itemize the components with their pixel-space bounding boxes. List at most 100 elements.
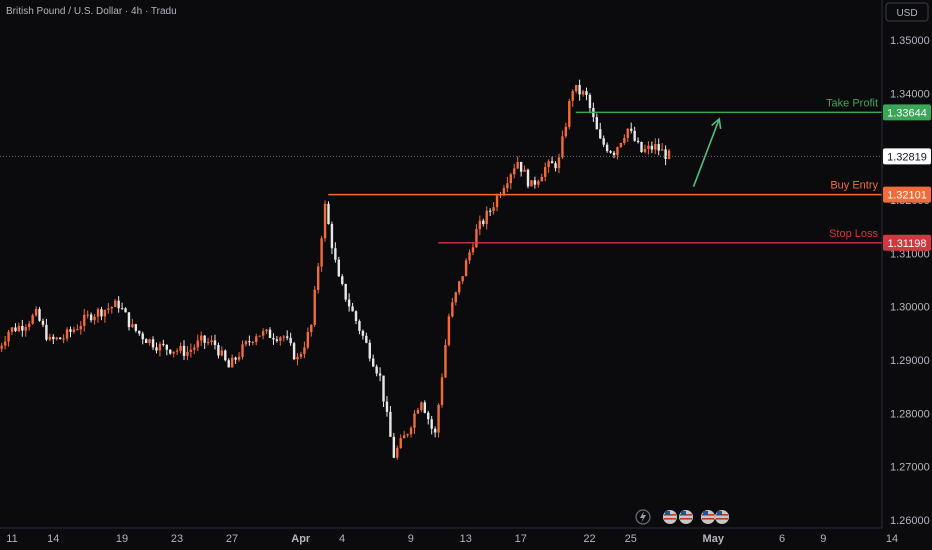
- candle-body: [306, 332, 310, 348]
- time-tick-label: 22: [583, 533, 595, 545]
- price-axis[interactable]: 1.350001.340001.320001.310001.300001.290…: [890, 35, 930, 527]
- time-tick-label: 23: [171, 533, 183, 545]
- candle-body: [585, 91, 588, 96]
- candle-body: [237, 356, 241, 360]
- candle-body: [155, 347, 158, 351]
- candle-body: [41, 320, 45, 325]
- candle-body: [399, 438, 402, 448]
- candle-body: [162, 343, 165, 345]
- candle-body: [623, 137, 626, 143]
- candle-body: [433, 428, 437, 433]
- price-tick-label: 1.28000: [890, 408, 930, 420]
- candle-body: [86, 314, 89, 316]
- candle-body: [440, 377, 444, 405]
- candle-body: [561, 136, 564, 158]
- candle-body: [437, 404, 440, 433]
- projection-arrow: [692, 117, 722, 187]
- candle-body: [203, 335, 206, 343]
- lightning-icon[interactable]: [635, 509, 651, 525]
- candle-body: [667, 150, 671, 159]
- candle-body: [392, 436, 396, 458]
- candle-body: [482, 220, 485, 224]
- candle-body: [478, 220, 482, 230]
- arrow-shaft: [692, 118, 720, 187]
- candle-body: [444, 344, 447, 378]
- candle-body: [554, 163, 557, 169]
- candle-body: [175, 350, 179, 352]
- candle-body: [227, 360, 230, 368]
- candle-body: [650, 145, 654, 150]
- candle-body: [17, 325, 21, 332]
- candle-body: [241, 344, 244, 357]
- us-flag-icon[interactable]: [663, 510, 677, 524]
- candle-body: [344, 284, 347, 300]
- time-axis[interactable]: 11 14 19 23 27 Apr 4 9 13 17 22 25 May 6 9 14: [6, 533, 898, 545]
- candle-body: [492, 207, 495, 211]
- candle-body: [323, 203, 327, 239]
- us-flag-icon[interactable]: [715, 510, 729, 524]
- candle-body: [224, 350, 227, 361]
- price-tick-label: 1.26000: [890, 515, 930, 527]
- candle-body: [447, 316, 451, 345]
- candle-body: [24, 327, 27, 331]
- candle-body: [571, 91, 574, 101]
- events-row[interactable]: [635, 509, 729, 525]
- time-tick-label: 13: [460, 533, 472, 545]
- candle-body: [265, 329, 268, 332]
- candle-body: [244, 341, 248, 345]
- candle-body: [165, 344, 169, 350]
- candle-body: [502, 188, 506, 195]
- level-lines[interactable]: Take Profit Buy Entry Stop Loss: [0, 97, 882, 244]
- candle-body: [626, 128, 629, 138]
- candle-body: [464, 260, 468, 277]
- candle-body: [506, 183, 509, 189]
- candle-body: [7, 331, 10, 342]
- candle-body: [144, 339, 148, 343]
- candle-body: [513, 168, 516, 175]
- candle-body: [454, 292, 457, 303]
- level-name: Buy Entry: [830, 180, 878, 192]
- candle-body: [409, 427, 413, 435]
- candle-body: [275, 339, 279, 341]
- level-name: Stop Loss: [829, 228, 878, 240]
- candle-body: [368, 342, 371, 359]
- time-tick-label: 25: [625, 533, 637, 545]
- candle-body: [141, 333, 144, 340]
- time-tick-label: 11: [6, 533, 17, 545]
- candle-body: [488, 210, 492, 212]
- candle-body: [0, 345, 3, 349]
- candle-body: [186, 351, 189, 356]
- candle-body: [182, 345, 186, 356]
- price-axis-panel[interactable]: [882, 0, 932, 550]
- currency-label: USD: [896, 8, 917, 19]
- us-flag-icon[interactable]: [701, 510, 715, 524]
- time-tick-label: 17: [515, 533, 527, 545]
- candle-body: [134, 324, 138, 331]
- candle-body: [21, 325, 24, 331]
- candle-body: [3, 341, 7, 346]
- candle-body: [282, 336, 285, 338]
- candle-body: [131, 324, 134, 328]
- candle-body: [58, 337, 62, 340]
- candle-body: [272, 337, 275, 340]
- candle-body: [100, 309, 103, 317]
- candle-body: [196, 340, 199, 348]
- candle-body: [337, 259, 341, 277]
- candle-body: [45, 324, 48, 340]
- candle-body: [169, 349, 172, 354]
- candle-body: [14, 327, 17, 332]
- candle-body: [31, 315, 34, 324]
- us-flag-icon[interactable]: [679, 510, 693, 524]
- candle-body: [296, 356, 299, 360]
- candle-body: [320, 238, 323, 267]
- arrow-head: [711, 117, 722, 129]
- candle-body: [286, 336, 289, 338]
- candle-body: [310, 324, 313, 333]
- candle-body: [581, 91, 585, 95]
- candle-body: [193, 347, 196, 350]
- candle-body: [127, 312, 131, 328]
- candle-body: [179, 345, 182, 351]
- candle-body: [574, 84, 578, 92]
- currency-button[interactable]: USD: [885, 2, 929, 22]
